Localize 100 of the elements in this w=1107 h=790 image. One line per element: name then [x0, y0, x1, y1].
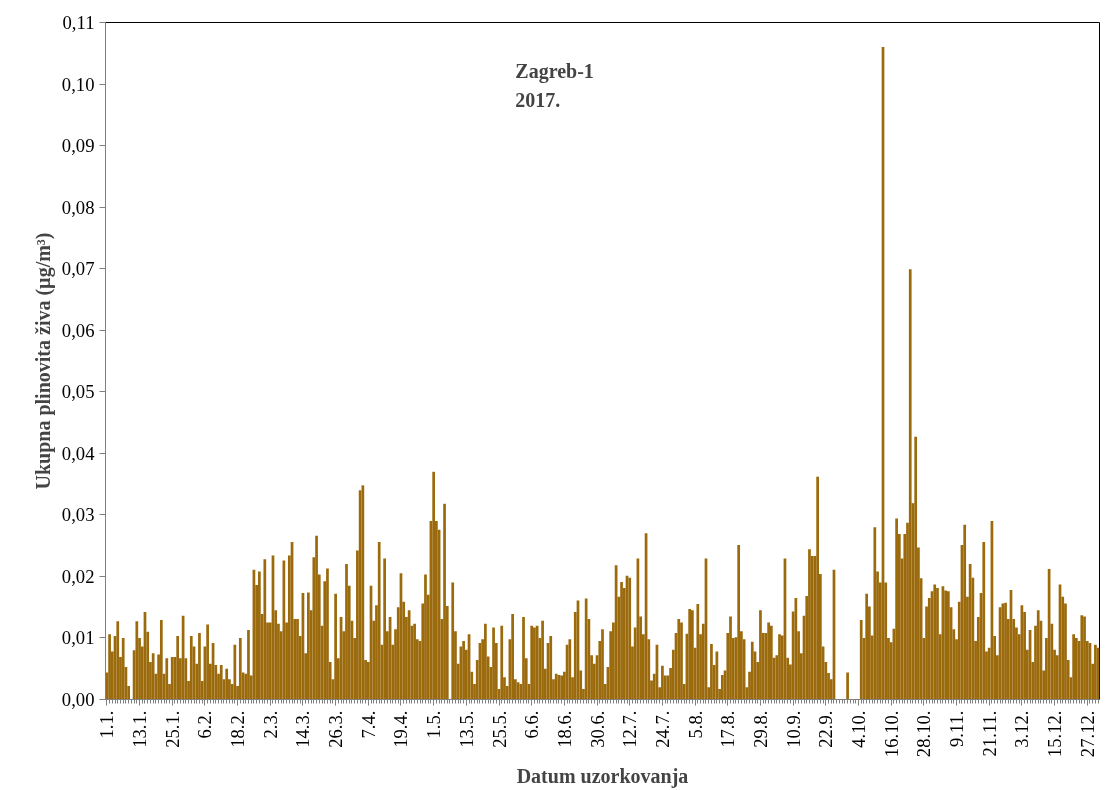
x-tick-label: 27.12. [1076, 710, 1098, 758]
x-tick-label: 9.11. [946, 710, 968, 748]
bar [873, 527, 877, 700]
bar [816, 476, 819, 700]
bar [407, 610, 411, 700]
x-tick-label: 7.4. [357, 710, 379, 739]
x-axis-title: Datum uzorkovanja [516, 765, 689, 789]
bar [620, 581, 623, 700]
bar [1074, 637, 1078, 700]
bar [759, 610, 762, 700]
x-tick-label: 6.6. [521, 710, 543, 739]
x-tick-label: 16.10. [880, 710, 902, 758]
bar [808, 549, 811, 700]
bar [661, 665, 664, 700]
bar [361, 485, 365, 700]
x-tick-label: 13.1. [129, 710, 151, 748]
bar [238, 637, 242, 700]
bar [691, 610, 694, 700]
x-tick-label: 3.12. [1011, 710, 1033, 748]
x-tick-label: 19.4. [390, 710, 412, 748]
x-tick-label: 18.2. [227, 710, 249, 748]
bar [1083, 616, 1086, 700]
bar [533, 627, 536, 700]
y-tick-label: 0,05 [61, 381, 95, 403]
bar [846, 672, 849, 700]
bar [219, 665, 223, 700]
bar [1001, 603, 1005, 700]
bar [535, 625, 539, 700]
bar [568, 639, 572, 700]
y-axis-title: Ukupna plinovita živa (µg/m³) [31, 232, 55, 490]
bar [159, 620, 163, 700]
bar [500, 625, 504, 700]
bar [315, 535, 318, 700]
x-tick-label: 10.9. [782, 710, 804, 748]
bar [968, 564, 972, 700]
bar [737, 545, 741, 700]
bar [601, 629, 604, 700]
bar [933, 584, 937, 700]
x-tick-label: 24.7. [651, 710, 673, 748]
bar [944, 590, 947, 700]
x-tick-label: 25.1. [161, 710, 183, 748]
bar [1072, 634, 1075, 700]
bar [233, 644, 237, 700]
bar [432, 471, 436, 700]
bar [963, 524, 967, 700]
y-tick-label: 0,01 [61, 627, 95, 649]
bar [176, 636, 180, 700]
bar [680, 622, 683, 700]
bar [584, 598, 588, 700]
bar [108, 634, 111, 700]
bar [914, 436, 918, 700]
y-tick-label: 0,07 [61, 258, 95, 280]
bar [1036, 610, 1040, 700]
bar [307, 592, 310, 700]
y-tick-label: 0,06 [61, 319, 95, 341]
y-tick-label: 0,02 [61, 565, 95, 587]
bar [778, 634, 781, 700]
bar [151, 653, 155, 700]
bar [165, 658, 169, 700]
bar [688, 609, 692, 700]
x-tick-label: 5.8. [684, 710, 706, 739]
bar [258, 571, 261, 700]
x-tick-label: 14.3. [292, 710, 314, 748]
y-tick-label: 0,09 [61, 135, 95, 157]
bar [794, 597, 798, 700]
bar [247, 629, 250, 700]
x-tick-label: 21.11. [978, 710, 1000, 757]
x-tick-label: 1.5. [423, 710, 445, 739]
x-tick-label: 18.6. [553, 710, 575, 748]
annotation: Zagreb-1 2017. [515, 59, 594, 111]
bar [383, 558, 386, 700]
bar [720, 674, 724, 700]
x-tick-label: 12.7. [619, 710, 641, 748]
bar [462, 641, 465, 700]
x-tick-label: 4.10. [847, 710, 869, 748]
y-tick-label: 0,11 [62, 12, 95, 33]
bar [189, 636, 193, 700]
bar [263, 559, 267, 700]
bar [345, 564, 348, 700]
bar [225, 668, 229, 700]
x-tick-label: 17.8. [717, 710, 739, 748]
bar [1080, 615, 1084, 700]
x-tick-label: 26.3. [325, 710, 347, 748]
x-tick-label: 25.5. [488, 710, 510, 748]
bar [729, 616, 732, 700]
x-tick-label: 28.10. [913, 710, 935, 758]
bar [1004, 602, 1007, 700]
x-tick-label: 15.12. [1044, 710, 1066, 758]
bar [511, 613, 514, 700]
bar [443, 503, 446, 700]
bar [198, 633, 201, 700]
y-tick-label: 0,04 [61, 442, 96, 464]
bar [451, 582, 455, 700]
y-tick-label: 0,08 [61, 196, 95, 218]
bar [377, 541, 381, 700]
bar [549, 636, 553, 700]
bar [677, 618, 681, 700]
bar [767, 622, 770, 700]
bar [859, 620, 863, 700]
bar [908, 269, 912, 700]
